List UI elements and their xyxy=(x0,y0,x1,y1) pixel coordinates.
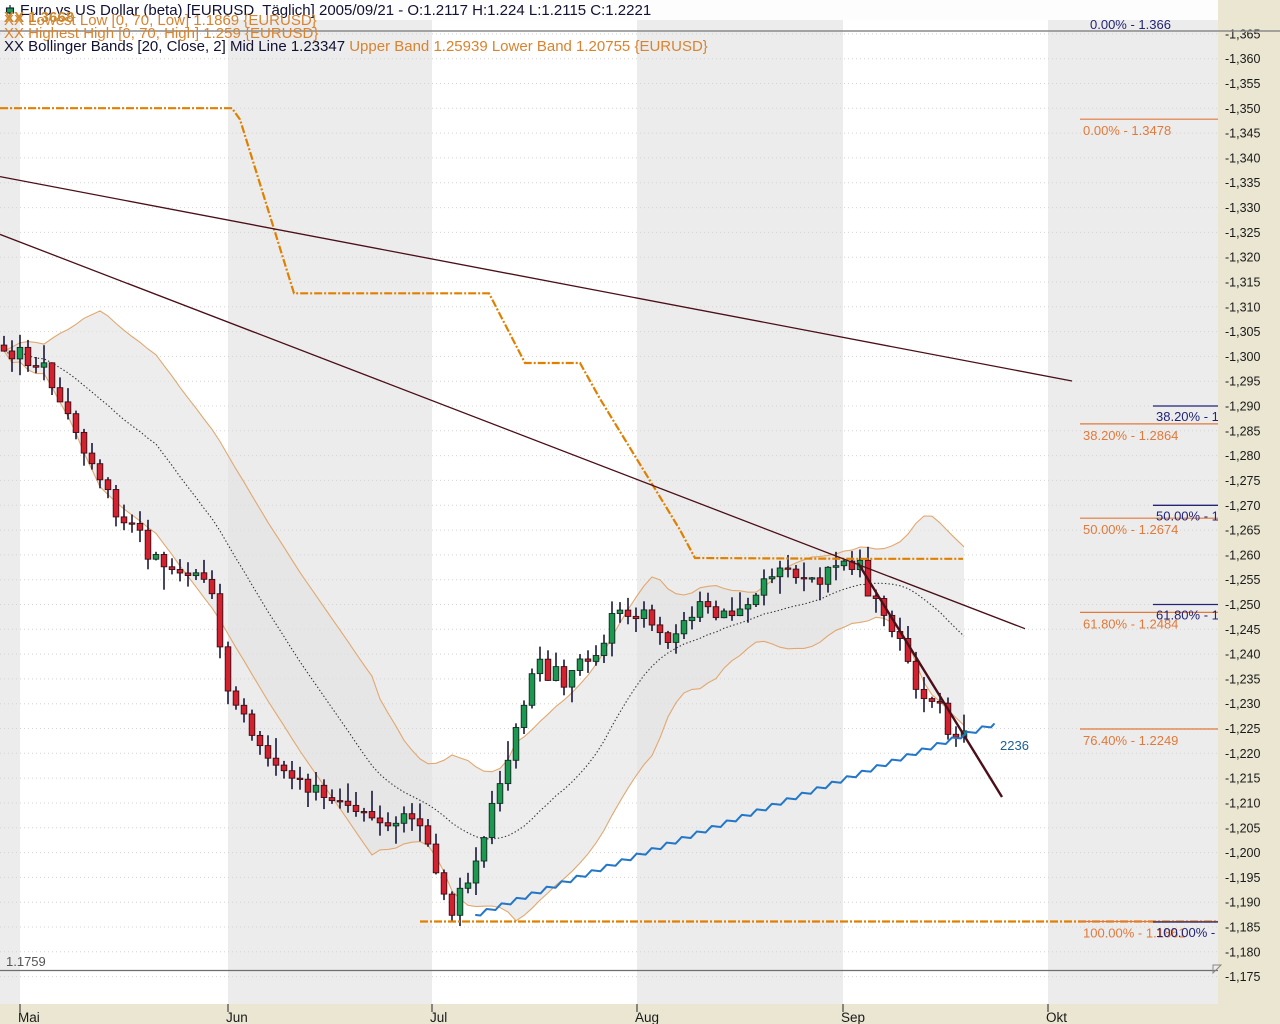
svg-text:0.00% - 1.3478: 0.00% - 1.3478 xyxy=(1083,123,1171,138)
svg-text:-1,330: -1,330 xyxy=(1225,201,1260,215)
svg-text:-1,215: -1,215 xyxy=(1225,772,1260,786)
svg-text:-1,240: -1,240 xyxy=(1225,648,1260,662)
svg-text:-1,320: -1,320 xyxy=(1225,251,1260,265)
svg-text:-1,365: -1,365 xyxy=(1225,27,1260,41)
svg-text:-1,310: -1,310 xyxy=(1225,300,1260,314)
svg-text:-1,340: -1,340 xyxy=(1225,151,1260,165)
svg-text:Jun: Jun xyxy=(226,1010,248,1024)
svg-text:-1,200: -1,200 xyxy=(1225,846,1260,860)
svg-text:76.40% - 1.2249: 76.40% - 1.2249 xyxy=(1083,733,1178,748)
svg-text:-1,265: -1,265 xyxy=(1225,524,1260,538)
svg-text:Okt: Okt xyxy=(1046,1010,1067,1024)
svg-text:Sep: Sep xyxy=(841,1010,865,1024)
svg-text:-1,270: -1,270 xyxy=(1225,499,1260,513)
svg-text:-1,175: -1,175 xyxy=(1225,970,1260,984)
svg-text:-1,290: -1,290 xyxy=(1225,400,1260,414)
svg-text:-1,245: -1,245 xyxy=(1225,623,1260,637)
svg-text:-1,355: -1,355 xyxy=(1225,77,1260,91)
svg-text:-1,335: -1,335 xyxy=(1225,176,1260,190)
svg-text:-1,225: -1,225 xyxy=(1225,722,1260,736)
svg-text:0.00% - 1.366: 0.00% - 1.366 xyxy=(1090,17,1171,32)
svg-text:-1,285: -1,285 xyxy=(1225,424,1260,438)
svg-text:-1,195: -1,195 xyxy=(1225,871,1260,885)
svg-text:-1,260: -1,260 xyxy=(1225,548,1260,562)
svg-text:Jul: Jul xyxy=(430,1010,447,1024)
svg-text:-1,280: -1,280 xyxy=(1225,449,1260,463)
svg-text:-1,315: -1,315 xyxy=(1225,276,1260,290)
svg-text:-1,300: -1,300 xyxy=(1225,350,1260,364)
svg-text:50.00% - 1.2674: 50.00% - 1.2674 xyxy=(1083,522,1178,537)
svg-text:-1,275: -1,275 xyxy=(1225,474,1260,488)
svg-text:-1,325: -1,325 xyxy=(1225,226,1260,240)
svg-text:-1,220: -1,220 xyxy=(1225,747,1260,761)
svg-text:Aug: Aug xyxy=(635,1010,659,1024)
svg-text:-1,205: -1,205 xyxy=(1225,821,1260,835)
svg-text:-1,235: -1,235 xyxy=(1225,672,1260,686)
svg-text:-1,305: -1,305 xyxy=(1225,325,1260,339)
svg-text:Mai: Mai xyxy=(18,1010,40,1024)
svg-text:1.1759: 1.1759 xyxy=(6,954,46,969)
svg-text:-1,345: -1,345 xyxy=(1225,127,1260,141)
svg-text:-1,250: -1,250 xyxy=(1225,598,1260,612)
svg-text:38.20% - 1.2864: 38.20% - 1.2864 xyxy=(1083,428,1178,443)
svg-text:-1,185: -1,185 xyxy=(1225,921,1260,935)
svg-text:-1,360: -1,360 xyxy=(1225,52,1260,66)
svg-text:-1,295: -1,295 xyxy=(1225,375,1260,389)
svg-text:-1,350: -1,350 xyxy=(1225,102,1260,116)
svg-text:-1,255: -1,255 xyxy=(1225,573,1260,587)
svg-text:-1,190: -1,190 xyxy=(1225,896,1260,910)
svg-text:-1,180: -1,180 xyxy=(1225,945,1260,959)
svg-text:-1,230: -1,230 xyxy=(1225,697,1260,711)
svg-text:2236: 2236 xyxy=(1000,738,1029,753)
svg-text:-1,210: -1,210 xyxy=(1225,797,1260,811)
